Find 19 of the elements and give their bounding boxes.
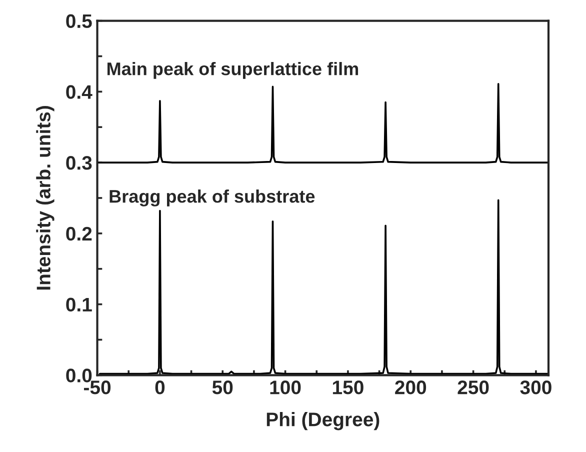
x-tick-label: 150 xyxy=(332,380,364,394)
x-tick-label: 50 xyxy=(212,380,233,394)
y-tick-label: 0.5 xyxy=(66,14,92,28)
y-axis-title: Intensity (arb. units) xyxy=(36,106,54,290)
x-tick-label: -50 xyxy=(84,380,111,394)
x-tick-label: 100 xyxy=(270,380,301,394)
y-tick-label: 0.2 xyxy=(66,226,92,241)
x-tick-label: 300 xyxy=(520,380,552,394)
line-series xyxy=(97,82,548,164)
x-axis-title: Phi (Degree) xyxy=(266,412,380,430)
y-tick-label: 0.3 xyxy=(66,156,92,170)
x-tick-label: 250 xyxy=(458,380,489,394)
annotation: Main peak of superlattice film xyxy=(108,62,358,79)
x-tick-label: 0 xyxy=(155,380,165,394)
y-tick-label: 0.1 xyxy=(66,298,92,312)
y-tick-label: 0.4 xyxy=(66,85,92,99)
x-tick-label: 200 xyxy=(395,380,426,394)
annotation: Bragg peak of substrate xyxy=(110,190,315,206)
y-tick-label: 0.0 xyxy=(66,368,92,382)
